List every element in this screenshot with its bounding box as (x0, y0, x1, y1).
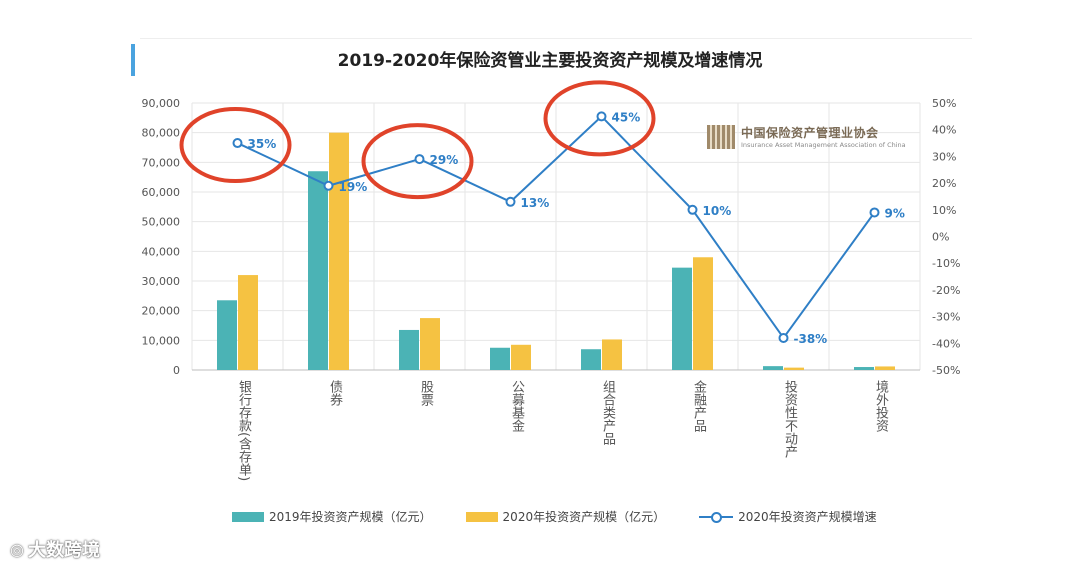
bar-2019 (217, 300, 237, 370)
right-axis-tick-label: -40% (932, 337, 960, 350)
growth-data-label: 45% (612, 110, 641, 124)
association-logo-mark (707, 124, 735, 149)
bar-2019 (308, 171, 328, 370)
highlight-circle (179, 107, 292, 184)
left-axis-tick-label: 60,000 (142, 186, 181, 199)
highlight-circle (361, 123, 474, 200)
watermark-text: 大数跨境 (27, 540, 100, 561)
category-label: 债券 (327, 380, 343, 406)
growth-point (232, 138, 243, 149)
bar-2020 (329, 132, 349, 370)
bar-2020 (784, 367, 804, 370)
bar-2019 (854, 367, 874, 370)
growth-point (323, 180, 334, 191)
association-name-cn: 中国保险资产管理业协会 (741, 126, 879, 140)
right-axis-tick-label: 10% (932, 204, 956, 217)
growth-point (687, 204, 698, 215)
legend-swatch-2019 (232, 511, 264, 522)
chart-legend: 2019年投资资产规模（亿元） 2020年投资资产规模（亿元） 2020年投资资… (232, 508, 877, 525)
right-axis-tick-label: -50% (932, 364, 960, 377)
growth-data-label: 35% (248, 137, 277, 151)
category-label: 投资性不动产 (782, 379, 798, 459)
chart-title: 2019-2020年保险资管业主要投资资产规模及增速情况 (337, 51, 763, 71)
bar-2019 (763, 366, 783, 370)
watermark: ◎ 大数跨境 (10, 536, 100, 562)
growth-point (778, 332, 789, 343)
left-axis-tick-label: 10,000 (142, 334, 181, 347)
bar-2020 (875, 366, 895, 370)
category-label: 银行存款(含存单) (236, 380, 252, 481)
left-axis-tick-label: 0 (173, 364, 180, 377)
association-name-en: Insurance Asset Management Association o… (741, 141, 906, 149)
title-accent-bar (131, 44, 135, 76)
legend-item-2019: 2019年投资资产规模（亿元） (232, 508, 432, 525)
growth-line (237, 114, 876, 340)
growth-point (505, 196, 516, 207)
growth-data-label: 19% (339, 180, 368, 194)
bar-2019 (581, 349, 601, 370)
right-axis-tick-label: -10% (932, 257, 960, 270)
growth-data-label: -38% (794, 332, 828, 346)
bar-2020 (602, 339, 622, 370)
bar-2019 (672, 267, 692, 370)
legend-label-2020: 2020年投资资产规模（亿元） (502, 510, 666, 524)
growth-data-label: 13% (521, 196, 550, 210)
left-axis-tick-label: 40,000 (142, 245, 181, 258)
growth-point (869, 207, 880, 218)
legend-swatch-2020 (465, 511, 498, 522)
category-label: 公募基金 (509, 380, 525, 432)
legend-swatch-growth (699, 511, 734, 523)
right-axis-tick-label: 50% (932, 97, 956, 110)
left-axis-tick-label: 80,000 (142, 127, 181, 140)
left-axis-tick-label: 50,000 (142, 216, 181, 229)
right-axis-tick-label: 40% (932, 124, 956, 137)
bar-2019 (490, 347, 510, 370)
right-axis-tick-label: 20% (932, 177, 956, 190)
legend-label-growth: 2020年投资资产规模增速 (738, 510, 877, 524)
right-axis-tick-label: -30% (932, 311, 960, 324)
growth-data-label: 10% (703, 204, 732, 218)
category-label: 股票 (418, 380, 434, 406)
growth-point (414, 154, 425, 165)
category-label: 境外投资 (873, 380, 889, 432)
left-axis-tick-label: 90,000 (142, 97, 181, 110)
bar-2020 (238, 275, 258, 370)
growth-point (596, 111, 607, 122)
left-axis-tick-label: 20,000 (142, 305, 181, 318)
left-axis-tick-label: 70,000 (142, 156, 181, 169)
right-axis-tick-label: -20% (932, 284, 960, 297)
left-axis-tick-label: 30,000 (142, 275, 181, 288)
legend-item-growth: 2020年投资资产规模增速 (699, 508, 877, 525)
right-axis-tick-label: 0% (932, 231, 949, 244)
right-axis-tick-label: 30% (932, 150, 956, 163)
association-logo: 中国保险资产管理业协会 Insurance Asset Management A… (707, 124, 906, 149)
bar-2020 (420, 318, 440, 370)
growth-data-label: 29% (430, 153, 459, 167)
legend-label-2019: 2019年投资资产规模（亿元） (269, 510, 432, 524)
bar-2020 (693, 257, 713, 370)
growth-data-label: 9% (885, 206, 905, 220)
legend-item-2020: 2020年投资资产规模（亿元） (465, 508, 666, 525)
category-label: 金融产品 (691, 379, 707, 432)
bar-2020 (511, 344, 531, 370)
weibo-icon: ◎ (10, 539, 24, 559)
top-divider (140, 38, 972, 39)
category-label: 组合类产品 (600, 380, 616, 445)
bar-2019 (399, 329, 419, 370)
highlight-circle (543, 80, 656, 157)
